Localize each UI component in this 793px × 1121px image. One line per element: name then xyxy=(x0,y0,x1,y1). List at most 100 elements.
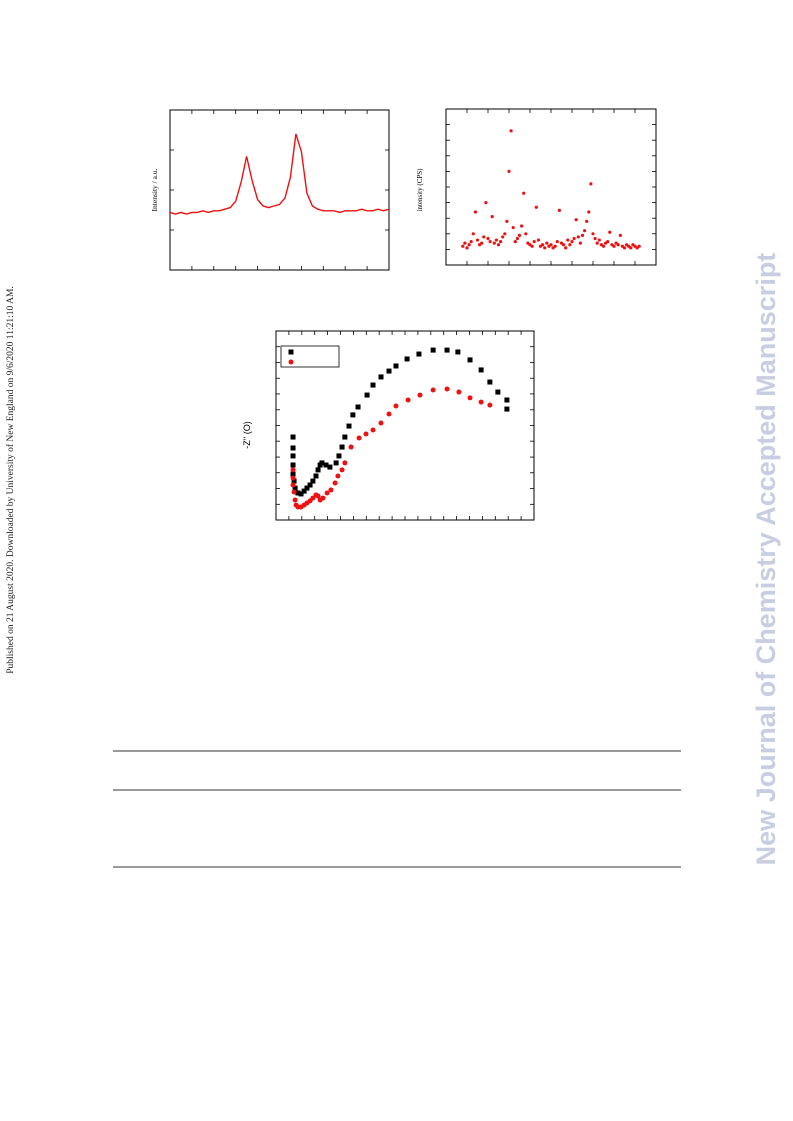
data-point xyxy=(405,397,411,403)
data-point xyxy=(455,349,461,355)
data-point xyxy=(478,399,484,405)
data-point xyxy=(504,397,510,403)
data-point xyxy=(520,224,524,228)
data-point xyxy=(315,467,321,473)
y-axis-label: Intensity / a.u. xyxy=(150,168,159,211)
data-point xyxy=(608,230,612,234)
data-point xyxy=(511,225,515,230)
data-point xyxy=(557,208,562,212)
data-point xyxy=(566,238,570,242)
data-point xyxy=(591,232,595,236)
data-point xyxy=(509,129,513,133)
data-point xyxy=(597,238,601,242)
data-point xyxy=(570,240,574,244)
data-point xyxy=(290,471,296,477)
data-point xyxy=(320,495,326,501)
data-point xyxy=(467,243,471,247)
data-point xyxy=(587,210,591,214)
data-point xyxy=(473,210,477,214)
data-point xyxy=(488,240,492,244)
data-point xyxy=(336,453,342,459)
data-point xyxy=(313,473,319,479)
legend-box xyxy=(280,345,340,368)
data-point xyxy=(637,244,641,248)
sidebar-note: Published on 21 August 2020. Downloaded … xyxy=(5,286,16,674)
data-point xyxy=(444,386,450,392)
data-point xyxy=(572,236,576,241)
data-point xyxy=(291,478,297,484)
data-point xyxy=(629,246,633,250)
data-point xyxy=(580,233,585,237)
data-point xyxy=(463,241,467,245)
data-point xyxy=(290,475,296,481)
data-point xyxy=(295,490,301,496)
data-point xyxy=(543,246,547,250)
data-point xyxy=(622,246,627,250)
data-point xyxy=(467,357,473,363)
data-point xyxy=(290,445,296,451)
data-point xyxy=(583,229,587,233)
data-point xyxy=(290,482,296,488)
data-point xyxy=(301,488,307,494)
data-point xyxy=(522,191,526,195)
data-point xyxy=(486,236,490,241)
data-point xyxy=(386,411,392,417)
data-point xyxy=(480,241,484,245)
data-point xyxy=(290,462,296,468)
data-point xyxy=(404,356,410,362)
data-point xyxy=(469,240,473,244)
data-point xyxy=(507,169,511,173)
data-point xyxy=(503,232,507,236)
legend-marker xyxy=(288,349,294,355)
data-point xyxy=(545,241,549,245)
data-point xyxy=(342,460,348,466)
y-axis-label: -Z'' (O) xyxy=(242,421,252,448)
data-point xyxy=(593,236,597,241)
data-point xyxy=(513,240,517,244)
data-point xyxy=(290,453,296,459)
data-point xyxy=(393,363,399,369)
data-point xyxy=(562,243,566,247)
data-point xyxy=(553,244,557,248)
data-point xyxy=(487,402,493,408)
data-point xyxy=(564,246,568,250)
data-point xyxy=(416,351,422,357)
data-point xyxy=(471,232,475,236)
data-point xyxy=(536,238,541,242)
data-point xyxy=(601,244,606,248)
data-point xyxy=(612,244,616,248)
data-point xyxy=(541,243,545,247)
data-point xyxy=(505,219,509,223)
data-point xyxy=(378,420,384,426)
data-point xyxy=(323,462,329,468)
data-point xyxy=(475,238,480,242)
data-point xyxy=(335,473,341,479)
data-point xyxy=(339,467,345,473)
data-point xyxy=(532,240,536,244)
data-point xyxy=(304,485,310,491)
data-point xyxy=(310,478,316,484)
data-point xyxy=(370,382,376,388)
legend-marker xyxy=(288,359,294,365)
data-point xyxy=(492,241,496,245)
data-point xyxy=(307,482,313,488)
plot-frame xyxy=(169,109,390,271)
data-point xyxy=(484,201,488,205)
data-point xyxy=(430,347,436,353)
data-point xyxy=(290,467,296,473)
data-point xyxy=(346,423,352,429)
data-point xyxy=(324,490,330,496)
chart: -Z'' (O) xyxy=(242,330,535,521)
data-point xyxy=(482,235,486,239)
data-point xyxy=(417,392,423,398)
data-point xyxy=(616,243,620,247)
data-point xyxy=(487,379,493,385)
data-point xyxy=(499,240,503,244)
data-point xyxy=(595,241,599,245)
data-point xyxy=(332,480,338,486)
data-point xyxy=(430,387,436,393)
data-point xyxy=(378,374,384,380)
data-point xyxy=(327,464,333,470)
data-point xyxy=(350,412,356,418)
